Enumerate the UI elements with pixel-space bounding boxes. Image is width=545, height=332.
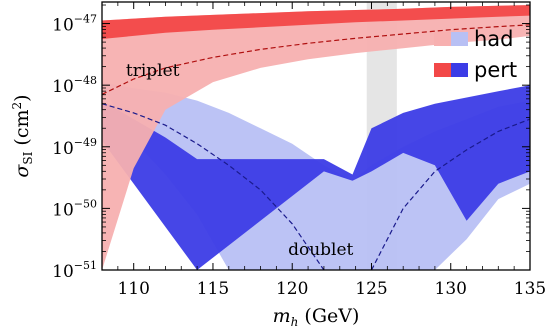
y-tick-label: 10−51: [52, 259, 97, 282]
triplet-central-dashed-line: [102, 24, 530, 95]
legend-swatch-triplet-had: [434, 32, 451, 46]
y-tick-label: 10−48: [52, 74, 97, 97]
x-tick-label: 120: [276, 279, 308, 299]
legend-label-pert: pert: [474, 58, 517, 82]
legend-swatch-doublet-had: [451, 32, 468, 46]
y-tick-label: 10−47: [52, 13, 97, 36]
doublet-pert-band: [102, 85, 530, 270]
x-tick-label: 115: [197, 279, 229, 299]
x-tick-label: 125: [355, 279, 387, 299]
annotation-triplet: triplet: [126, 61, 180, 81]
x-tick-label: 110: [117, 279, 149, 299]
y-tick-label: 10−50: [52, 197, 97, 220]
legend-label-had: had: [474, 27, 514, 51]
y-axis-label: σSI (cm2): [10, 94, 35, 177]
triplet-pert-band: [102, 5, 530, 40]
doublet-central-dashed-line: [370, 118, 530, 270]
legend-swatch-doublet-pert: [451, 63, 468, 77]
annotation-doublet: doublet: [288, 240, 353, 260]
x-tick-label: 130: [435, 279, 467, 299]
plot-frame: [101, 1, 531, 271]
x-tick-label: 135: [514, 279, 545, 299]
doublet-central-dashed-line: [102, 103, 325, 270]
x-axis-label: mh (GeV): [273, 305, 360, 329]
triplet-had-band: [102, 5, 530, 270]
y-tick-label: 10−49: [52, 136, 97, 159]
legend-swatch-triplet-pert: [434, 63, 451, 77]
